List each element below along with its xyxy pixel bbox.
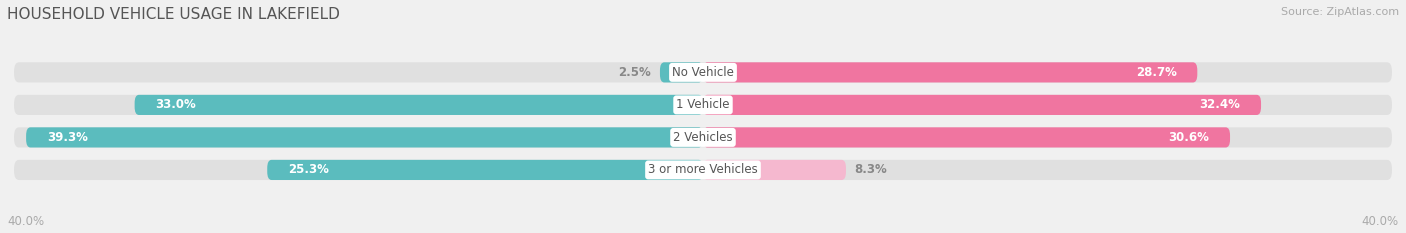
Text: 33.0%: 33.0% (155, 98, 195, 111)
FancyBboxPatch shape (14, 127, 1392, 147)
Text: 25.3%: 25.3% (288, 163, 329, 176)
Text: 28.7%: 28.7% (1136, 66, 1177, 79)
Text: 30.6%: 30.6% (1168, 131, 1209, 144)
FancyBboxPatch shape (703, 127, 1230, 147)
Text: 2.5%: 2.5% (619, 66, 651, 79)
FancyBboxPatch shape (14, 160, 1392, 180)
FancyBboxPatch shape (27, 127, 703, 147)
FancyBboxPatch shape (659, 62, 703, 82)
FancyBboxPatch shape (135, 95, 703, 115)
FancyBboxPatch shape (703, 160, 846, 180)
Text: 32.4%: 32.4% (1199, 98, 1240, 111)
FancyBboxPatch shape (703, 62, 1198, 82)
FancyBboxPatch shape (14, 95, 1392, 115)
FancyBboxPatch shape (703, 95, 1261, 115)
FancyBboxPatch shape (14, 62, 1392, 82)
Text: 2 Vehicles: 2 Vehicles (673, 131, 733, 144)
FancyBboxPatch shape (267, 160, 703, 180)
Text: HOUSEHOLD VEHICLE USAGE IN LAKEFIELD: HOUSEHOLD VEHICLE USAGE IN LAKEFIELD (7, 7, 340, 22)
Text: 39.3%: 39.3% (46, 131, 87, 144)
Text: 40.0%: 40.0% (1362, 215, 1399, 228)
Text: Source: ZipAtlas.com: Source: ZipAtlas.com (1281, 7, 1399, 17)
Text: No Vehicle: No Vehicle (672, 66, 734, 79)
Text: 1 Vehicle: 1 Vehicle (676, 98, 730, 111)
Text: 3 or more Vehicles: 3 or more Vehicles (648, 163, 758, 176)
Text: 40.0%: 40.0% (7, 215, 44, 228)
Text: 8.3%: 8.3% (855, 163, 887, 176)
